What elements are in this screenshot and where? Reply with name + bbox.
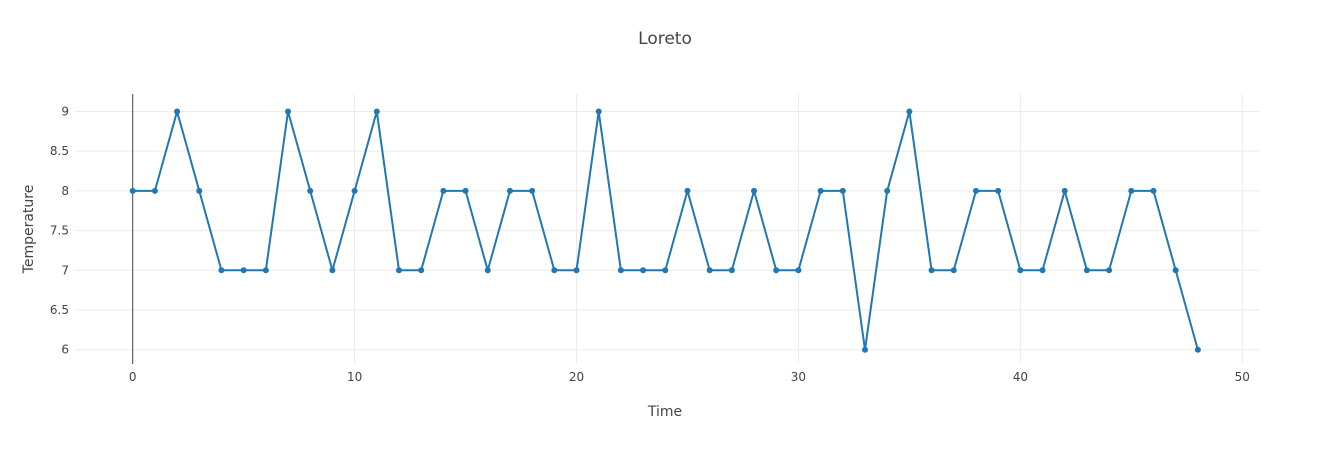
- data-point: [617, 267, 624, 274]
- data-point: [373, 108, 380, 115]
- data-point: [529, 187, 536, 194]
- data-point: [728, 267, 735, 274]
- data-point: [506, 187, 513, 194]
- data-point: [240, 267, 247, 274]
- series-temperature: [129, 108, 1201, 353]
- data-point: [151, 187, 158, 194]
- y-tick-label: 8: [61, 184, 69, 198]
- data-point: [684, 187, 691, 194]
- data-point: [950, 267, 957, 274]
- x-tick-label: 20: [569, 370, 584, 384]
- y-axis-title: Temperature: [21, 185, 37, 275]
- data-point: [640, 267, 647, 274]
- data-point: [418, 267, 425, 274]
- x-tick-label: 0: [129, 370, 137, 384]
- data-point: [196, 187, 203, 194]
- data-point: [839, 187, 846, 194]
- data-point: [484, 267, 491, 274]
- data-point: [662, 267, 669, 274]
- grid-lines: [75, 94, 1260, 364]
- data-point: [307, 187, 314, 194]
- data-point: [928, 267, 935, 274]
- tick-labels: 6 6.5 7 7.5 8 8.5 9 0 10 20 30 40 50: [50, 104, 1250, 384]
- data-point: [462, 187, 469, 194]
- data-point: [129, 187, 136, 194]
- data-point: [351, 187, 358, 194]
- y-tick-label: 7: [61, 263, 69, 277]
- data-point: [440, 187, 447, 194]
- data-point: [773, 267, 780, 274]
- data-point: [1061, 187, 1068, 194]
- data-point: [329, 267, 336, 274]
- data-point: [795, 267, 802, 274]
- x-tick-label: 40: [1013, 370, 1028, 384]
- chart-title: Loreto: [638, 29, 692, 49]
- data-point: [1106, 267, 1113, 274]
- data-point: [1039, 267, 1046, 274]
- data-point: [262, 267, 269, 274]
- x-tick-label: 50: [1235, 370, 1250, 384]
- data-point: [1128, 187, 1135, 194]
- data-point: [862, 346, 868, 353]
- data-point: [706, 267, 713, 274]
- x-tick-label: 10: [347, 370, 362, 384]
- data-point: [751, 187, 758, 194]
- data-point: [395, 267, 402, 274]
- y-tick-label: 6.5: [50, 303, 69, 317]
- data-point: [174, 108, 181, 115]
- x-tick-label: 30: [791, 370, 806, 384]
- x-axis-title: Time: [647, 404, 682, 420]
- data-point: [1017, 267, 1024, 274]
- data-point: [884, 187, 891, 194]
- data-point: [595, 108, 602, 115]
- data-point: [906, 108, 913, 115]
- y-tick-label: 9: [61, 104, 69, 118]
- data-point: [1172, 267, 1179, 274]
- data-point: [817, 187, 824, 194]
- data-point: [1083, 267, 1090, 274]
- data-point: [285, 108, 292, 115]
- data-point: [551, 267, 558, 274]
- y-tick-label: 8.5: [50, 144, 69, 158]
- y-tick-label: 7.5: [50, 224, 69, 238]
- data-point: [218, 267, 225, 274]
- data-point: [1150, 187, 1157, 194]
- y-tick-label: 6: [61, 343, 69, 357]
- data-point: [1194, 346, 1201, 353]
- data-point: [995, 187, 1002, 194]
- data-point: [573, 267, 580, 274]
- data-point: [972, 187, 979, 194]
